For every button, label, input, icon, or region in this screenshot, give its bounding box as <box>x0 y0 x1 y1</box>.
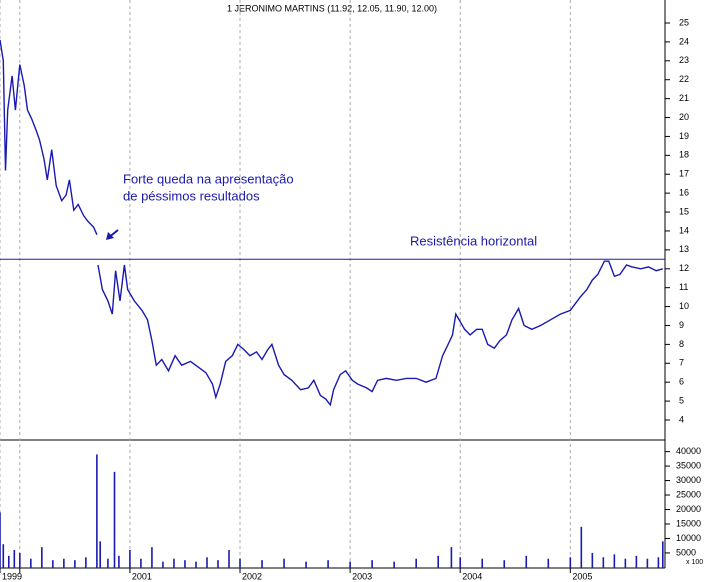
volume-bar <box>107 558 109 568</box>
volume-bar <box>129 550 131 568</box>
volume-bar <box>2 544 5 568</box>
y-tick-label: 30000 <box>676 475 701 485</box>
volume-bar <box>547 558 550 568</box>
volume-bar <box>661 541 664 568</box>
y-tick-label: 10 <box>679 301 689 311</box>
volume-bar <box>140 558 142 568</box>
chart-title: 1 JERONIMO MARTINS (11.92, 12.05, 11.90,… <box>227 3 437 13</box>
volume-bar <box>151 547 153 568</box>
y-tick-label: 20 <box>679 112 689 122</box>
volume-bar <box>19 552 21 568</box>
y-tick-label: 21 <box>679 93 689 103</box>
arrow-head <box>106 232 114 240</box>
x-tick-label: 2003 <box>352 571 372 581</box>
y-tick-label: 5000 <box>676 547 696 557</box>
volume-bar <box>96 454 98 568</box>
volume-bar <box>283 558 285 568</box>
volume-bar <box>8 555 10 568</box>
volume-bar <box>393 561 395 568</box>
y-tick-label: 15 <box>679 206 689 216</box>
volume-bar <box>450 547 453 568</box>
y-tick-label: 17 <box>679 169 689 179</box>
y-tick-label: 18 <box>679 150 689 160</box>
y-tick-label: 5 <box>679 395 684 405</box>
volume-bar <box>437 555 439 568</box>
y-tick-label: 16 <box>679 188 689 198</box>
volume-bar <box>13 550 16 568</box>
annotation: Forte queda na apresentação <box>123 171 294 186</box>
volume-bar <box>63 558 65 568</box>
y-tick-label: 6 <box>679 377 684 387</box>
y-tick-label: 22 <box>679 74 689 84</box>
y-tick-label: 10000 <box>676 533 701 543</box>
y-tick-label: 23 <box>679 55 689 65</box>
volume-bar <box>239 558 241 568</box>
y-tick-label: 40000 <box>676 446 701 456</box>
volume-bar <box>569 557 572 568</box>
x-tick-label: 2004 <box>462 571 482 581</box>
volume-bar <box>184 560 186 568</box>
volume-bar <box>0 512 1 568</box>
y-tick-label: 11 <box>679 282 688 292</box>
y-tick-label: 13 <box>679 244 689 254</box>
volume-bar <box>481 558 484 568</box>
volume-bar <box>635 555 638 568</box>
y-tick-label: 25000 <box>676 489 701 499</box>
volume-bar <box>30 558 32 568</box>
y-tick-label: 19 <box>679 131 689 141</box>
price-line <box>0 39 663 407</box>
x-tick-label: 1999 <box>2 571 22 581</box>
x-tick-label: 2005 <box>572 571 592 581</box>
volume-bar <box>503 560 506 568</box>
volume-bar <box>228 550 230 568</box>
y-tick-label: 8 <box>679 339 684 349</box>
y-tick-label: 9 <box>679 320 684 330</box>
x-tick-label: 2001 <box>132 571 152 581</box>
volume-bar <box>349 561 351 568</box>
unit-label: x 100 <box>686 559 703 566</box>
volume-bar <box>525 555 528 568</box>
x-tick-label: 2002 <box>242 571 262 581</box>
volume-bar <box>173 558 175 568</box>
y-tick-label: 24 <box>679 36 689 46</box>
y-tick-label: 14 <box>679 225 689 235</box>
volume-bar <box>195 561 197 568</box>
volume-bar <box>118 555 120 568</box>
annotation: de péssimos resultados <box>123 188 260 203</box>
volume-bar <box>52 560 54 568</box>
volume-bar <box>99 541 101 568</box>
volume-bar <box>657 557 660 568</box>
volume-bar <box>206 557 208 568</box>
volume-bar <box>415 558 417 568</box>
y-tick-label: 35000 <box>676 460 701 470</box>
annotation: Resistência horizontal <box>410 233 537 248</box>
volume-bar <box>74 560 76 568</box>
volume-bar <box>613 554 616 568</box>
volume-bar <box>261 560 263 568</box>
y-tick-label: 25 <box>679 17 689 27</box>
volume-bar <box>305 561 307 568</box>
volume-bar <box>85 557 87 568</box>
y-tick-label: 7 <box>679 358 684 368</box>
volume-bar <box>113 471 116 568</box>
volume-bar <box>591 552 594 568</box>
volume-bar <box>624 558 627 568</box>
volume-bar <box>459 557 462 568</box>
y-tick-label: 20000 <box>676 504 701 514</box>
volume-bar <box>371 560 373 568</box>
volume-bar <box>41 547 43 568</box>
volume-bar <box>580 526 583 568</box>
volume-bar <box>646 558 649 568</box>
volume-bar <box>217 560 219 568</box>
y-tick-label: 4 <box>679 414 684 424</box>
y-tick-label: 15000 <box>676 518 701 528</box>
volume-bar <box>327 560 329 568</box>
y-tick-label: 12 <box>679 263 689 273</box>
volume-bar <box>602 557 605 568</box>
volume-bar <box>162 561 164 568</box>
